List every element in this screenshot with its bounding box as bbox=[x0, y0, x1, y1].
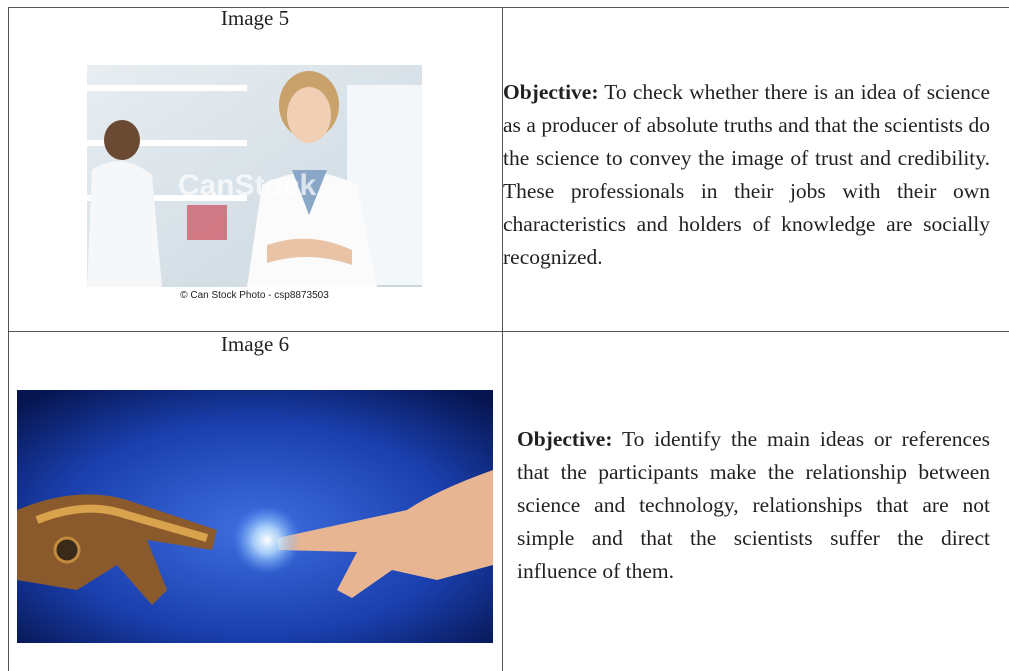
table-border bbox=[8, 7, 1009, 8]
objective-text: To identify the main ideas or references… bbox=[517, 427, 990, 583]
objective: Objective: To check whether there is an … bbox=[503, 76, 990, 274]
image-caption: © Can Stock Photo - csp8873503 bbox=[180, 290, 329, 301]
watermark: CanStock bbox=[178, 169, 317, 202]
objective: Objective: To identify the main ideas or… bbox=[517, 423, 990, 588]
photo bbox=[17, 390, 493, 643]
objective-label: Objective: bbox=[517, 427, 613, 451]
table-border bbox=[8, 331, 1009, 332]
photo: CanStock bbox=[87, 65, 422, 287]
objective-text: To check whether there is an idea of sci… bbox=[503, 80, 990, 269]
table-border bbox=[8, 7, 9, 671]
image-title: Image 5 bbox=[220, 6, 290, 30]
table-border bbox=[502, 7, 503, 671]
image-title: Image 6 bbox=[220, 332, 290, 356]
objective-label: Objective: bbox=[503, 80, 599, 104]
